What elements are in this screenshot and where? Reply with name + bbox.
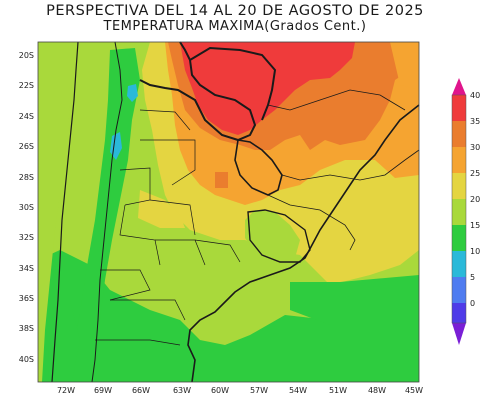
colorbar-label: 30 xyxy=(470,143,480,152)
colorbar-swatch xyxy=(452,199,466,225)
field-red-spot xyxy=(215,172,228,188)
lat-label: 38S xyxy=(19,324,34,333)
lat-label: 36S xyxy=(19,294,34,303)
lat-label: 24S xyxy=(19,112,34,121)
colorbar-label: 0 xyxy=(470,299,475,308)
colorbar-label: 35 xyxy=(470,117,480,126)
lon-label: 72W xyxy=(57,386,75,395)
province-5 xyxy=(119,204,161,266)
temperature-field xyxy=(38,42,419,382)
field-pacific xyxy=(38,42,72,382)
colorbar-swatch xyxy=(452,147,466,173)
lon-label: 54W xyxy=(289,386,307,395)
colorbar-swatch xyxy=(452,277,466,303)
brazil-states-3 xyxy=(267,194,356,251)
lat-label: 30S xyxy=(19,203,34,212)
lon-axis: 72W 69W 66W 63W 60W 57W 54W 51W 48W 45W xyxy=(57,386,423,395)
plot-frame xyxy=(37,41,420,383)
colorbar-label: 15 xyxy=(470,221,480,230)
lon-label: 66W xyxy=(132,386,150,395)
atlantic-coast xyxy=(187,104,420,383)
lat-axis: 20S 22S 24S 26S 28S 30S 32S 34S 36S 38S … xyxy=(19,51,34,364)
colorbar-label: 10 xyxy=(470,247,480,256)
province-10 xyxy=(194,239,241,263)
lon-label: 45W xyxy=(405,386,423,395)
colorbar-top-arrow xyxy=(452,78,466,95)
province-3 xyxy=(119,167,151,206)
colorbar-label: 40 xyxy=(470,91,480,100)
lon-label: 69W xyxy=(94,386,112,395)
lon-label: 63W xyxy=(173,386,191,395)
map-title: PERSPECTIVA DEL 14 AL 20 DE AGOSTO DE 20… xyxy=(46,3,424,19)
colorbar-swatch xyxy=(452,95,466,121)
province-4 xyxy=(149,199,196,236)
field-cyan-1 xyxy=(127,84,138,102)
lat-label: 22S xyxy=(19,81,34,90)
lat-label: 40S xyxy=(19,355,34,364)
map-subtitle: TEMPERATURA MAXIMA(Grados Cent.) xyxy=(103,19,367,34)
andes-border xyxy=(91,41,123,383)
lat-label: 32S xyxy=(19,233,34,242)
colorbar-label: 25 xyxy=(470,169,480,178)
field-lightgreen-center xyxy=(245,210,300,262)
colorbar-frame xyxy=(451,94,467,324)
province-1 xyxy=(139,109,191,131)
lat-label: 34S xyxy=(19,264,34,273)
colorbar-swatch xyxy=(452,173,466,199)
lon-label: 60W xyxy=(211,386,229,395)
province-2 xyxy=(140,139,196,186)
field-green-andes xyxy=(70,48,140,382)
lat-label: 26S xyxy=(19,142,34,151)
colorbar-swatch xyxy=(452,121,466,147)
colorbar-label: 5 xyxy=(470,273,475,282)
colorbar-bottom-arrow xyxy=(452,323,466,345)
colorbar-swatch xyxy=(452,251,466,277)
borders xyxy=(51,41,420,383)
field-green-south xyxy=(38,250,419,382)
brazil-states xyxy=(267,89,406,111)
lon-label: 57W xyxy=(250,386,268,395)
bolivia-border-2 xyxy=(189,46,277,121)
lat-label: 28S xyxy=(19,173,34,182)
colorbar: 40 35 30 25 20 15 10 5 0 xyxy=(451,78,480,345)
lon-label: 48W xyxy=(368,386,386,395)
uruguay-border xyxy=(247,209,311,263)
pacific-coast xyxy=(51,41,79,383)
colorbar-swatch xyxy=(452,225,466,251)
colorbar-label: 20 xyxy=(470,195,480,204)
lon-label: 51W xyxy=(329,386,347,395)
field-red xyxy=(180,42,355,135)
field-green-ocean xyxy=(290,275,419,325)
lat-label: 20S xyxy=(19,51,34,60)
colorbar-swatch xyxy=(452,303,466,323)
province-7 xyxy=(100,269,151,301)
brazil-states-2 xyxy=(281,149,420,181)
bolivia-border xyxy=(139,41,257,142)
province-8 xyxy=(110,299,186,321)
paraguay-border xyxy=(234,139,283,196)
province-9 xyxy=(95,339,181,346)
field-orange-corner xyxy=(390,42,419,90)
